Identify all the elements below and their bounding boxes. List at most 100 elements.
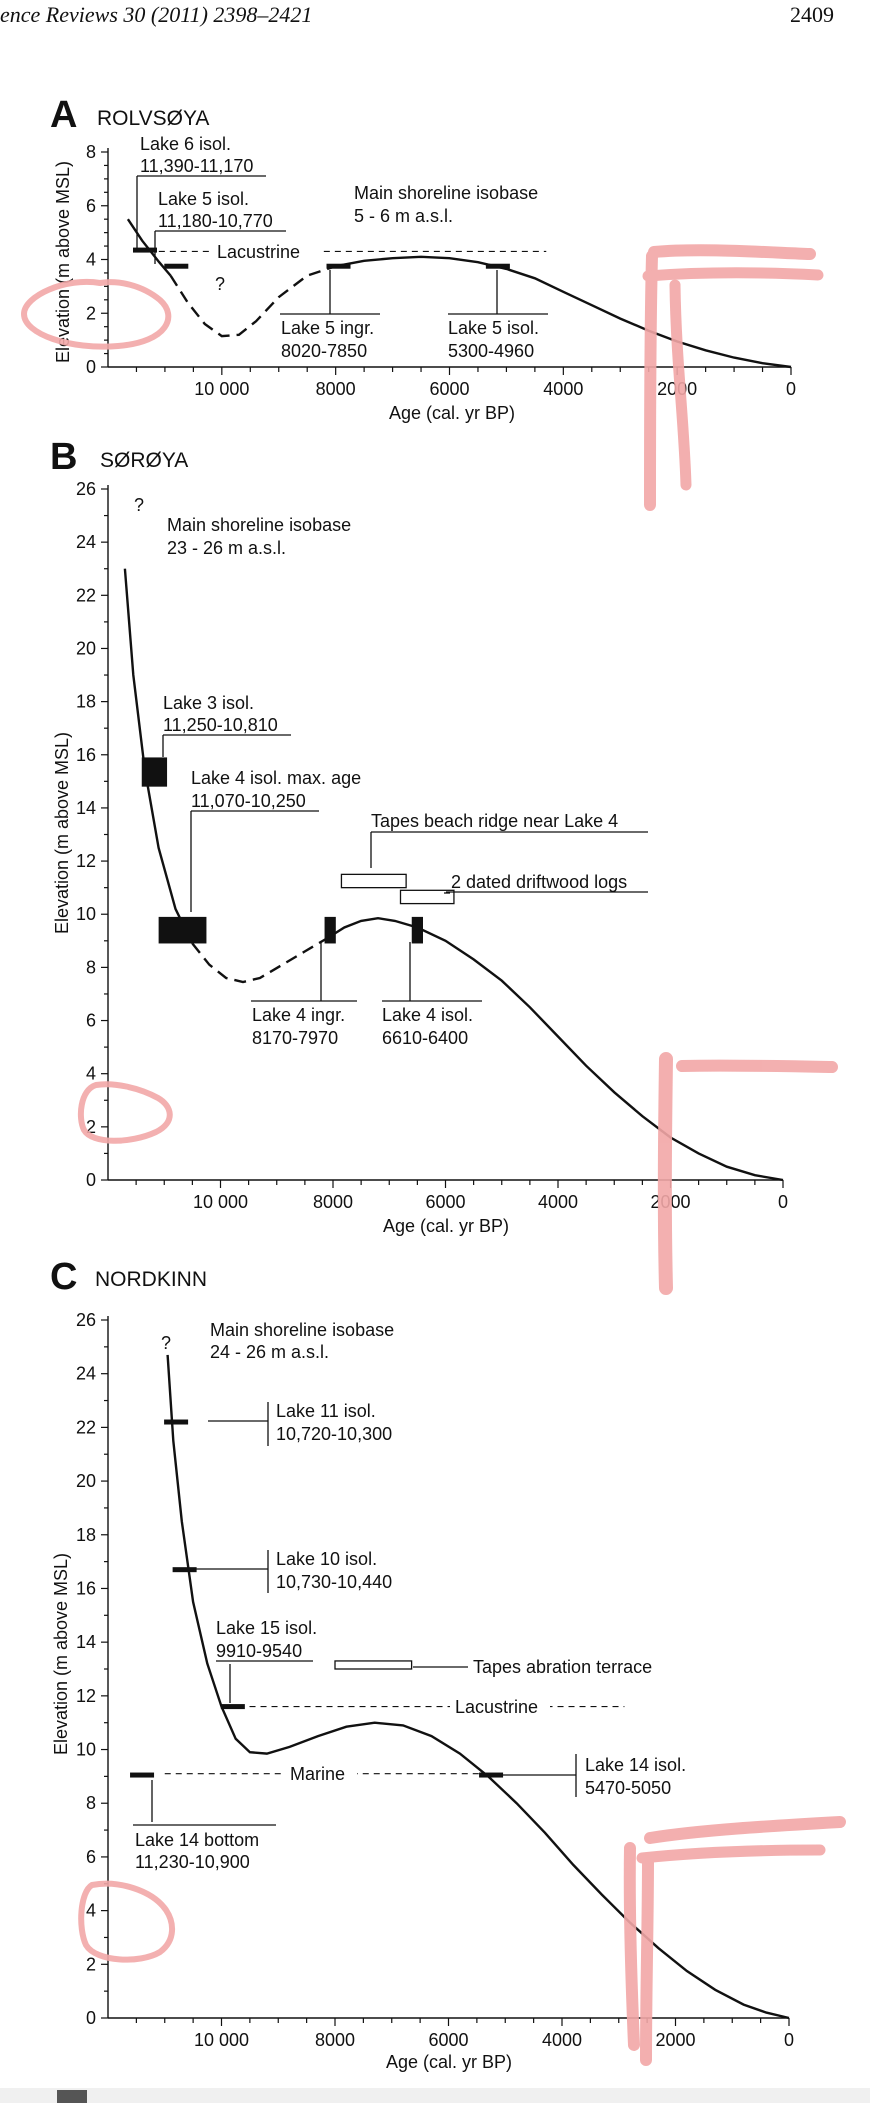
panel-b-letter: B [50,436,77,478]
panel-b-y-tick-label: 24 [76,532,96,552]
panel-c-lake15-value: 9910-9540 [216,1641,302,1661]
panel-b-marks [141,757,455,944]
panel-b-lake3-value: 11,250-10,810 [163,715,278,735]
panel-c-lake14bottom-name: Lake 14 bottom [135,1830,259,1850]
panel-b-x-tick-label: 10 000 [193,1192,248,1212]
panel-a-ylabel: Elevation (m above MSL) [53,161,73,363]
panel-b-y-tick-label: 20 [76,638,96,658]
panel-b-isobase-label: Main shoreline isobase [167,515,351,535]
panel-b-title: SØRØYA [100,449,188,472]
panel-c-y-tick-label: 20 [76,1471,96,1491]
panel-b-lake4isol-name: Lake 4 isol. [382,1005,473,1025]
panel-c-y-tick-label: 4 [86,1901,96,1921]
panel-a-x-tick-label: 0 [786,379,796,399]
panel-c-lake14bottom-value: 11,230-10,900 [135,1852,250,1872]
panel-a-isobase-label: Main shoreline isobase [354,183,538,203]
panel-b-x-tick-label: 4000 [538,1192,578,1212]
panel-c-x-tick-label: 0 [784,2030,794,2050]
panel-b-shoreline-curve-early [123,568,194,945]
panel-c-open-box [334,1660,413,1670]
panel-a-x-tick-label: 8000 [316,379,356,399]
panel-c-x-tick-label: 10 000 [194,2030,249,2050]
panel-c-y-tick-label: 0 [86,2008,96,2028]
page-navigation-tab[interactable] [57,2090,87,2103]
panel-c-y-tick-label: 8 [86,1793,96,1813]
panel-b-lake4isol-value: 6610-6400 [382,1028,468,1048]
panel-c-lacustrine-bg [450,1697,550,1717]
panel-b-xlabel: Age (cal. yr BP) [383,1216,509,1236]
panel-a-lake5-value: 11,180-10,770 [158,211,273,231]
panel-a-marker [326,263,351,269]
panel-a-lake5ingr-value: 8020-7850 [281,341,367,361]
panel-c-x-tick-label: 2000 [655,2030,695,2050]
panel-c-shoreline-curve [166,1354,790,2020]
panel-a-lake5-name: Lake 5 isol. [158,189,249,209]
panel-a-curves [126,218,792,369]
panel-b-ylabel: Elevation (m above MSL) [52,732,72,934]
panel-b-lake4ingr-name: Lake 4 ingr. [252,1005,345,1025]
highlight-stroke [644,1816,846,1844]
panel-c-lake14-value: 5470-5050 [585,1778,671,1798]
highlight-stroke [644,250,658,511]
highlight-stroke [648,244,816,260]
panel-b-lake4max-value: 11,070-10,250 [191,791,306,811]
highlight-stroke [636,1844,826,1864]
panel-c-y-tick-label: 12 [76,1686,96,1706]
panel-c-marine-bg [285,1764,357,1784]
pink-highlights [20,244,846,2066]
highlight-ellipse [78,1880,175,1963]
panel-b-isobase-value: 23 - 26 m a.s.l. [167,538,286,558]
panel-b-y-tick-label: 10 [76,904,96,924]
panel-a-question-mark: ? [215,274,225,294]
panel-c-y-tick-label: 14 [76,1632,96,1652]
panel-a-marker [485,263,510,269]
panel-b-open-box [399,889,455,905]
panel-c-lacustrine-label: Lacustrine [455,1697,538,1717]
panel-a-x-tick-label: 6000 [429,379,469,399]
panel-b-lake4ingr-value: 8170-7970 [252,1028,338,1048]
panel-b-y-tick-label: 14 [76,798,96,818]
panel-b-y-tick-label: 0 [86,1170,96,1190]
panel-c-lake11-value: 10,720-10,300 [276,1424,392,1444]
panel-a-lake6-name: Lake 6 isol. [140,134,231,154]
panel-a-lake6-value: 11,390-11,170 [140,156,253,176]
panel-a-letter: A [50,94,77,136]
highlight-ellipse [20,278,172,350]
panel-b-tapes-label: Tapes beach ridge near Lake 4 [371,811,618,831]
panel-a-x-tick-label: 4000 [543,379,583,399]
panel-c-title: NORDKINN [95,1268,207,1291]
panel-c-x-tick-label: 8000 [315,2030,355,2050]
panel-a-xlabel: Age (cal. yr BP) [389,403,515,423]
panel-c-y-tick-label: 6 [86,1847,96,1867]
panel-a-y-tick-label: 4 [86,250,96,270]
panel-a: A ROLVSØYA Elevation (m above MSL) Age (… [50,94,796,423]
highlight-stroke [642,267,824,282]
panel-b-y-tick-label: 18 [76,692,96,712]
panel-c-marker [164,1419,189,1425]
panel-c-y-tick-label: 26 [76,1310,96,1330]
panel-a-leaders [136,175,548,315]
panel-b-y-tick-label: 8 [86,957,96,977]
panel-c-x-tick-label: 4000 [542,2030,582,2050]
panel-a-marker [164,263,189,269]
panel-a-x-tick-label: 10 000 [194,379,249,399]
panel-c-lake11-name: Lake 11 isol. [276,1401,376,1421]
panel-a-lake5isol-name: Lake 5 isol. [448,318,539,338]
panel-a-lake5isol-value: 5300-4960 [448,341,534,361]
page-number: 2409 [790,2,834,27]
panel-b-y-tick-label: 4 [86,1064,96,1084]
panel-b-x-tick-label: 6000 [425,1192,465,1212]
panel-b-y-tick-label: 6 [86,1011,96,1031]
bottom-strip [0,2088,870,2103]
highlight-ellipse [77,1081,173,1144]
panel-c-leaders [133,1402,577,1826]
panel-c-marker [130,1772,155,1778]
panel-c-lake14-name: Lake 14 isol. [585,1755,686,1775]
highlight-stroke [657,1052,673,1295]
panel-c-question-mark: ? [161,1333,171,1353]
panel-b-x-tick-label: 8000 [313,1192,353,1212]
panel-c-lake10-value: 10,730-10,440 [276,1572,392,1592]
panel-a-lake5ingr-name: Lake 5 ingr. [281,318,374,338]
